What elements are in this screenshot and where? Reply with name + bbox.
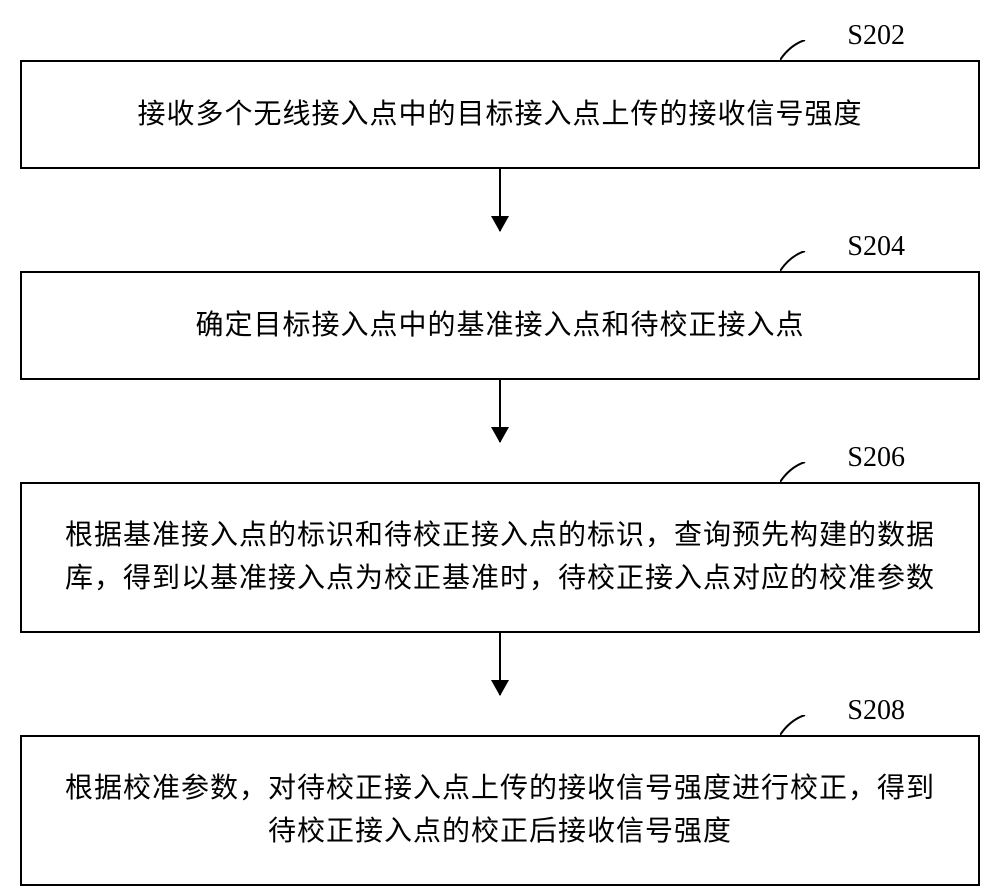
step-text-s208: 根据校准参数，对待校正接入点上传的接收信号强度进行校正，得到待校正接入点的校正后…: [62, 767, 938, 854]
flowchart-container: S202 接收多个无线接入点中的目标接入点上传的接收信号强度 S204 确定目标…: [15, 20, 985, 886]
label-connector-icon: [780, 40, 810, 60]
step-s206-container: S206 根据基准接入点的标识和待校正接入点的标识，查询预先构建的数据库，得到以…: [15, 482, 985, 633]
step-box-s208: 根据校准参数，对待校正接入点上传的接收信号强度进行校正，得到待校正接入点的校正后…: [20, 735, 980, 886]
step-box-s204: 确定目标接入点中的基准接入点和待校正接入点: [20, 271, 980, 380]
step-s202-container: S202 接收多个无线接入点中的目标接入点上传的接收信号强度: [15, 60, 985, 169]
step-label-s206: S206: [847, 442, 905, 474]
step-label-s208: S208: [847, 695, 905, 727]
arrow-1: [499, 169, 501, 231]
step-text-s202: 接收多个无线接入点中的目标接入点上传的接收信号强度: [137, 93, 862, 136]
step-label-s202: S202: [847, 20, 905, 52]
step-text-s204: 确定目标接入点中的基准接入点和待校正接入点: [195, 304, 804, 347]
step-label-s204: S204: [847, 231, 905, 263]
step-s208-container: S208 根据校准参数，对待校正接入点上传的接收信号强度进行校正，得到待校正接入…: [15, 735, 985, 886]
label-connector-icon: [780, 715, 810, 735]
step-text-s206: 根据基准接入点的标识和待校正接入点的标识，查询预先构建的数据库，得到以基准接入点…: [62, 514, 938, 601]
label-connector-icon: [780, 462, 810, 482]
arrow-3: [499, 633, 501, 695]
step-box-s206: 根据基准接入点的标识和待校正接入点的标识，查询预先构建的数据库，得到以基准接入点…: [20, 482, 980, 633]
step-s204-container: S204 确定目标接入点中的基准接入点和待校正接入点: [15, 271, 985, 380]
arrow-2: [499, 380, 501, 442]
label-connector-icon: [780, 251, 810, 271]
step-box-s202: 接收多个无线接入点中的目标接入点上传的接收信号强度: [20, 60, 980, 169]
